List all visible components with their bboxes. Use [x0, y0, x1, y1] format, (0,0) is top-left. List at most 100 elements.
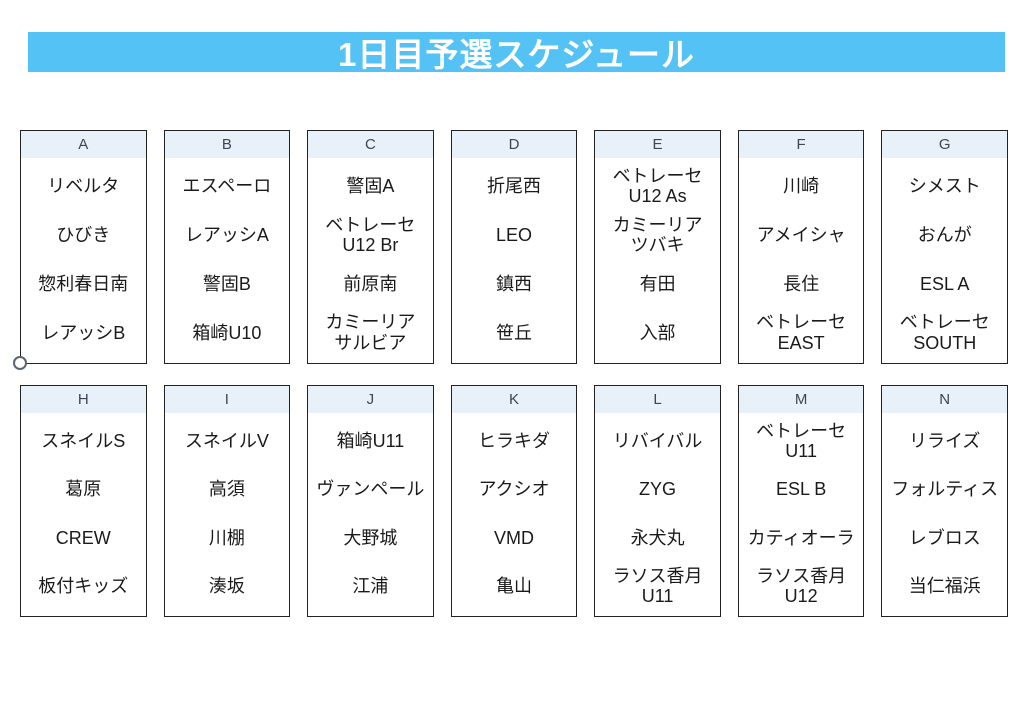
group-body: ベトレーセ U11 ESL B カティオーラ ラソス香月 U12: [739, 413, 864, 616]
team-name: ベトレーセ EAST: [756, 312, 847, 353]
group-header: A: [21, 131, 146, 158]
group-header: K: [451, 386, 577, 413]
group-box-n: N リライズ フォルティス レブロス 当仁福浜: [881, 385, 1008, 617]
group-body: シメスト おんが ESL A ベトレーセ SOUTH: [882, 158, 1007, 363]
group-label: F: [796, 136, 806, 153]
team-name: ひびき: [56, 225, 111, 246]
team-name: レブロス: [908, 527, 981, 548]
team-name: スネイルV: [184, 431, 269, 452]
team-name: ESL B: [775, 479, 827, 500]
team-name: リベルタ: [47, 176, 120, 197]
group-label: A: [78, 136, 89, 153]
team-name: ESL A: [920, 273, 970, 294]
team-name: ヴァンペール: [316, 479, 425, 500]
group-body: スネイルV 高須 川棚 湊坂: [165, 413, 290, 616]
group-box-i: I スネイルV 高須 川棚 湊坂: [163, 385, 291, 617]
team-name: 入部: [639, 322, 676, 343]
group-header: I: [164, 386, 290, 413]
team-name: ベトレーセ U11: [756, 420, 847, 462]
group-label: B: [221, 136, 232, 153]
group-label: M: [794, 391, 808, 408]
group-box-d: D 折尾西 LEO 鎮西 笹丘: [450, 130, 578, 364]
team-name: レアッシB: [41, 322, 126, 343]
group-header: B: [164, 131, 290, 158]
team-name: 鎮西: [495, 273, 532, 294]
group-label: D: [508, 136, 520, 153]
group-box-l: L リバイバル ZYG 永犬丸 ラソス香月 U11: [594, 385, 721, 617]
group-header: F: [738, 131, 864, 158]
team-name: フォルティス: [891, 479, 999, 500]
group-header: J: [308, 386, 433, 413]
team-name: リバイバル: [612, 431, 703, 452]
team-name: 笹丘: [495, 322, 532, 343]
group-header: L: [595, 386, 720, 413]
group-body: ベトレーセ U12 As カミーリア ツバキ 有田 入部: [595, 158, 720, 363]
team-name: 惣利春日南: [38, 273, 129, 294]
group-body: 川崎 アメイシャ 長住 ベトレーセ EAST: [739, 158, 864, 363]
team-name: ベトレーセ U12 Br: [325, 214, 416, 256]
group-body: 警固A ベトレーセ U12 Br 前原南 カミーリア サルビア: [308, 158, 433, 363]
team-name: 湊坂: [208, 575, 245, 596]
team-name: 長住: [783, 273, 820, 294]
group-box-h: H スネイルS 葛原 CREW 板付キッズ: [20, 385, 147, 617]
team-name: カミーリア サルビア: [325, 312, 416, 353]
group-header: H: [21, 386, 146, 413]
team-name: 箱崎U10: [192, 322, 262, 343]
team-name: VMD: [493, 527, 534, 548]
group-box-g: G シメスト おんが ESL A ベトレーセ SOUTH: [881, 130, 1008, 364]
group-header: G: [882, 131, 1007, 158]
team-name: 大野城: [343, 527, 398, 548]
title-banner: 1日目予選スケジュール: [28, 32, 1005, 73]
group-label: I: [224, 391, 229, 408]
team-name: カミーリア ツバキ: [612, 214, 703, 256]
team-name: 有田: [639, 273, 676, 294]
group-label: H: [77, 391, 89, 408]
group-header: E: [595, 131, 720, 158]
team-name: ラソス香月 U12: [756, 565, 847, 606]
team-name: 箱崎U11: [336, 431, 405, 452]
team-name: スネイルS: [41, 431, 126, 452]
team-name: おんが: [917, 225, 972, 246]
group-body: 折尾西 LEO 鎮西 笹丘: [452, 158, 577, 363]
group-box-k: K ヒラキダ アクシオ VMD 亀山: [450, 385, 578, 617]
group-box-j: J 箱崎U11 ヴァンペール 大野城 江浦: [307, 385, 434, 617]
page-title: 1日目予選スケジュール: [337, 36, 696, 73]
groups-row-1: A リベルタ ひびき 惣利春日南 レアッシB B エスペーロ レアッシA 警固B…: [20, 130, 1008, 364]
group-box-m: M ベトレーセ U11 ESL B カティオーラ ラソス香月 U12: [737, 385, 865, 617]
team-name: 警固B: [202, 273, 251, 294]
group-body: リベルタ ひびき 惣利春日南 レアッシB: [21, 158, 146, 363]
team-name: ベトレーセ U12 As: [612, 166, 703, 207]
group-header: N: [882, 386, 1007, 413]
team-name: アメイシャ: [756, 225, 846, 246]
group-box-e: E ベトレーセ U12 As カミーリア ツバキ 有田 入部: [594, 130, 721, 364]
team-name: 警固A: [346, 176, 395, 197]
group-header: M: [738, 386, 864, 413]
team-name: 板付キッズ: [38, 575, 129, 596]
group-box-f: F 川崎 アメイシャ 長住 ベトレーセ EAST: [737, 130, 865, 364]
team-name: カティオーラ: [747, 527, 855, 548]
group-body: リライズ フォルティス レブロス 当仁福浜: [882, 413, 1007, 616]
group-label: G: [938, 136, 951, 153]
group-body: ヒラキダ アクシオ VMD 亀山: [452, 413, 577, 616]
group-body: 箱崎U11 ヴァンペール 大野城 江浦: [308, 413, 433, 616]
team-name: 高須: [208, 479, 245, 500]
team-name: リライズ: [908, 431, 981, 452]
groups-row-2: H スネイルS 葛原 CREW 板付キッズ I スネイルV 高須 川棚 湊坂 J: [20, 385, 1008, 617]
team-name: 川棚: [208, 527, 245, 548]
team-name: 葛原: [65, 479, 102, 500]
group-body: エスペーロ レアッシA 警固B 箱崎U10: [165, 158, 290, 363]
team-name: 前原南: [343, 273, 398, 294]
group-header: C: [308, 131, 433, 158]
group-label: C: [365, 136, 376, 153]
group-label: L: [653, 391, 662, 408]
team-name: 永犬丸: [630, 527, 685, 548]
team-name: ラソス香月 U11: [612, 565, 703, 606]
group-box-b: B エスペーロ レアッシA 警固B 箱崎U10: [163, 130, 291, 364]
team-name: シメスト: [908, 176, 981, 197]
team-name: 亀山: [495, 575, 532, 596]
team-name: LEO: [495, 225, 532, 246]
group-label: N: [939, 391, 951, 408]
team-name: CREW: [55, 527, 111, 548]
team-name: 当仁福浜: [908, 575, 981, 596]
